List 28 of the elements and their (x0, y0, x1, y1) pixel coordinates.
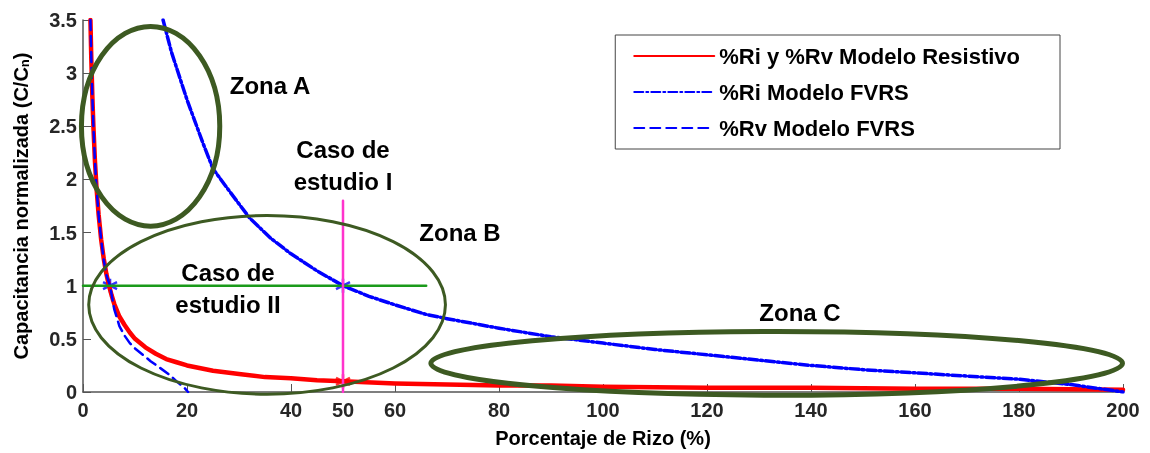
legend-label: %Ri Modelo FVRS (719, 79, 909, 105)
x-tick-label: 200 (1106, 399, 1140, 421)
y-tick-label: 1.5 (49, 221, 77, 244)
annotation: Zona A (229, 71, 311, 99)
x-tick-label: 80 (487, 399, 511, 421)
annotation: Caso de estudio I (293, 135, 393, 195)
annotation: Zona B (419, 218, 501, 246)
x-tick-label: 20 (175, 399, 199, 421)
y-tick-label: 0 (65, 381, 77, 403)
annotation: Caso de estudio II (175, 258, 281, 318)
x-tick-label: 160 (898, 399, 932, 421)
x-axis-title: Porcentaje de Rizo (%) (495, 427, 711, 449)
x-tick-label: 40 (279, 399, 303, 421)
x-tick-label: 60 (383, 399, 407, 421)
x-tick-label: 100 (586, 399, 620, 421)
x-tick-label: 140 (794, 399, 828, 421)
legend-label: %Ri y %Rv Modelo Resistivo (719, 43, 1021, 69)
y-tick-label: 2.5 (49, 115, 77, 138)
y-tick-label: 3.5 (49, 9, 77, 31)
y-tick-label: 0.5 (49, 327, 77, 350)
x-tick-label: 50 (331, 399, 355, 421)
y-tick-label: 2 (65, 168, 77, 191)
x-tick-label: 180 (1002, 399, 1036, 421)
annotation: Zona C (759, 298, 841, 326)
y-tick-label: 1 (65, 274, 77, 297)
x-tick-label: 120 (690, 399, 724, 421)
legend-label: %Rv Modelo FVRS (719, 115, 915, 141)
y-tick-label: 3 (65, 62, 77, 85)
